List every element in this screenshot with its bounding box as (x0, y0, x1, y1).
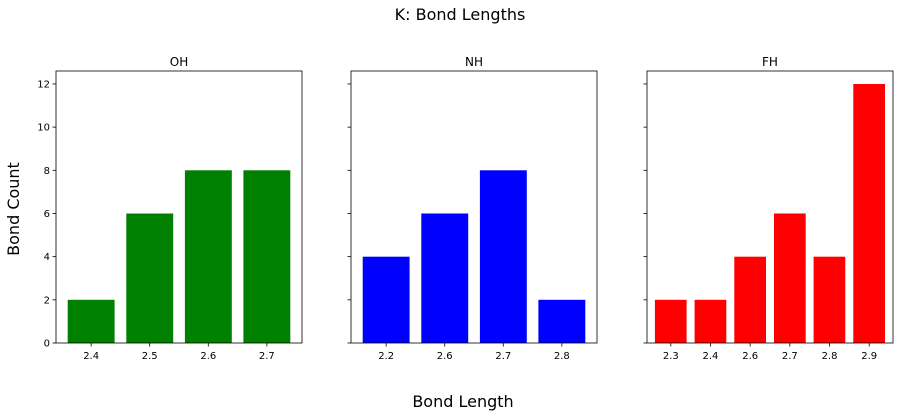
x-tick-label-oh-2: 2.6 (200, 351, 216, 362)
bar-fh-5 (853, 84, 885, 343)
bar-fh-1 (694, 299, 727, 343)
figure-y-axis-label: Bond Count (4, 162, 23, 256)
axes-frame-fh (646, 70, 894, 344)
x-tick-label-fh-0: 2.3 (663, 351, 679, 362)
bar-oh-3 (243, 170, 291, 343)
y-tick-label-oh-4: 8 (44, 166, 50, 177)
y-tick-label-oh-6: 12 (37, 79, 50, 90)
x-tick-label-fh-4: 2.8 (822, 351, 838, 362)
y-tick-label-oh-5: 10 (37, 123, 50, 134)
bar-nh-3 (538, 299, 586, 343)
panel-title-fh: FH (762, 55, 778, 69)
y-tick-label-oh-2: 4 (44, 252, 50, 263)
bar-oh-1 (126, 213, 174, 343)
bar-nh-2 (479, 170, 527, 343)
figure-x-axis-label: Bond Length (412, 392, 513, 411)
subplot-panels: OH 2.4 2.5 2.6 2.7 0 2 4 6 8 10 12 NH 2.2 2.6 2.7 2.8 FH 2… (37, 55, 894, 362)
x-tick-label-oh-1: 2.5 (142, 351, 158, 362)
bar-fh-2 (734, 256, 766, 343)
bar-oh-0 (67, 299, 115, 343)
x-tick-label-fh-1: 2.4 (703, 351, 719, 362)
x-tick-label-oh-0: 2.4 (83, 351, 99, 362)
panel-nh: NH 2.2 2.6 2.7 2.8 (347, 55, 598, 362)
y-tick-label-oh-1: 2 (44, 295, 50, 306)
bar-nh-1 (421, 213, 469, 343)
bar-oh-2 (184, 170, 232, 343)
bar-fh-4 (813, 256, 846, 343)
panel-title-nh: NH (465, 55, 483, 69)
bar-nh-0 (362, 256, 410, 343)
bar-fh-3 (774, 213, 806, 343)
x-tick-label-fh-2: 2.6 (742, 351, 758, 362)
x-tick-label-nh-2: 2.7 (495, 351, 511, 362)
axes-frame-nh (350, 70, 598, 344)
panel-fh: FH 2.3 2.4 2.6 2.7 2.8 2.9 (643, 55, 894, 362)
x-tick-label-nh-1: 2.6 (437, 351, 453, 362)
bar-fh-0 (654, 299, 687, 343)
y-tick-label-oh-0: 0 (44, 339, 50, 350)
x-tick-label-fh-3: 2.7 (782, 351, 798, 362)
y-tick-label-oh-3: 6 (44, 209, 50, 220)
panel-oh: OH 2.4 2.5 2.6 2.7 0 2 4 6 8 10 12 (37, 55, 303, 362)
x-tick-label-nh-0: 2.2 (378, 351, 394, 362)
x-tick-label-fh-5: 2.9 (861, 351, 877, 362)
axes-frame-oh (55, 70, 303, 344)
x-tick-label-oh-3: 2.7 (259, 351, 275, 362)
x-tick-label-nh-3: 2.8 (554, 351, 570, 362)
panel-title-oh: OH (170, 55, 188, 69)
figure-title: K: Bond Lengths (395, 5, 526, 24)
